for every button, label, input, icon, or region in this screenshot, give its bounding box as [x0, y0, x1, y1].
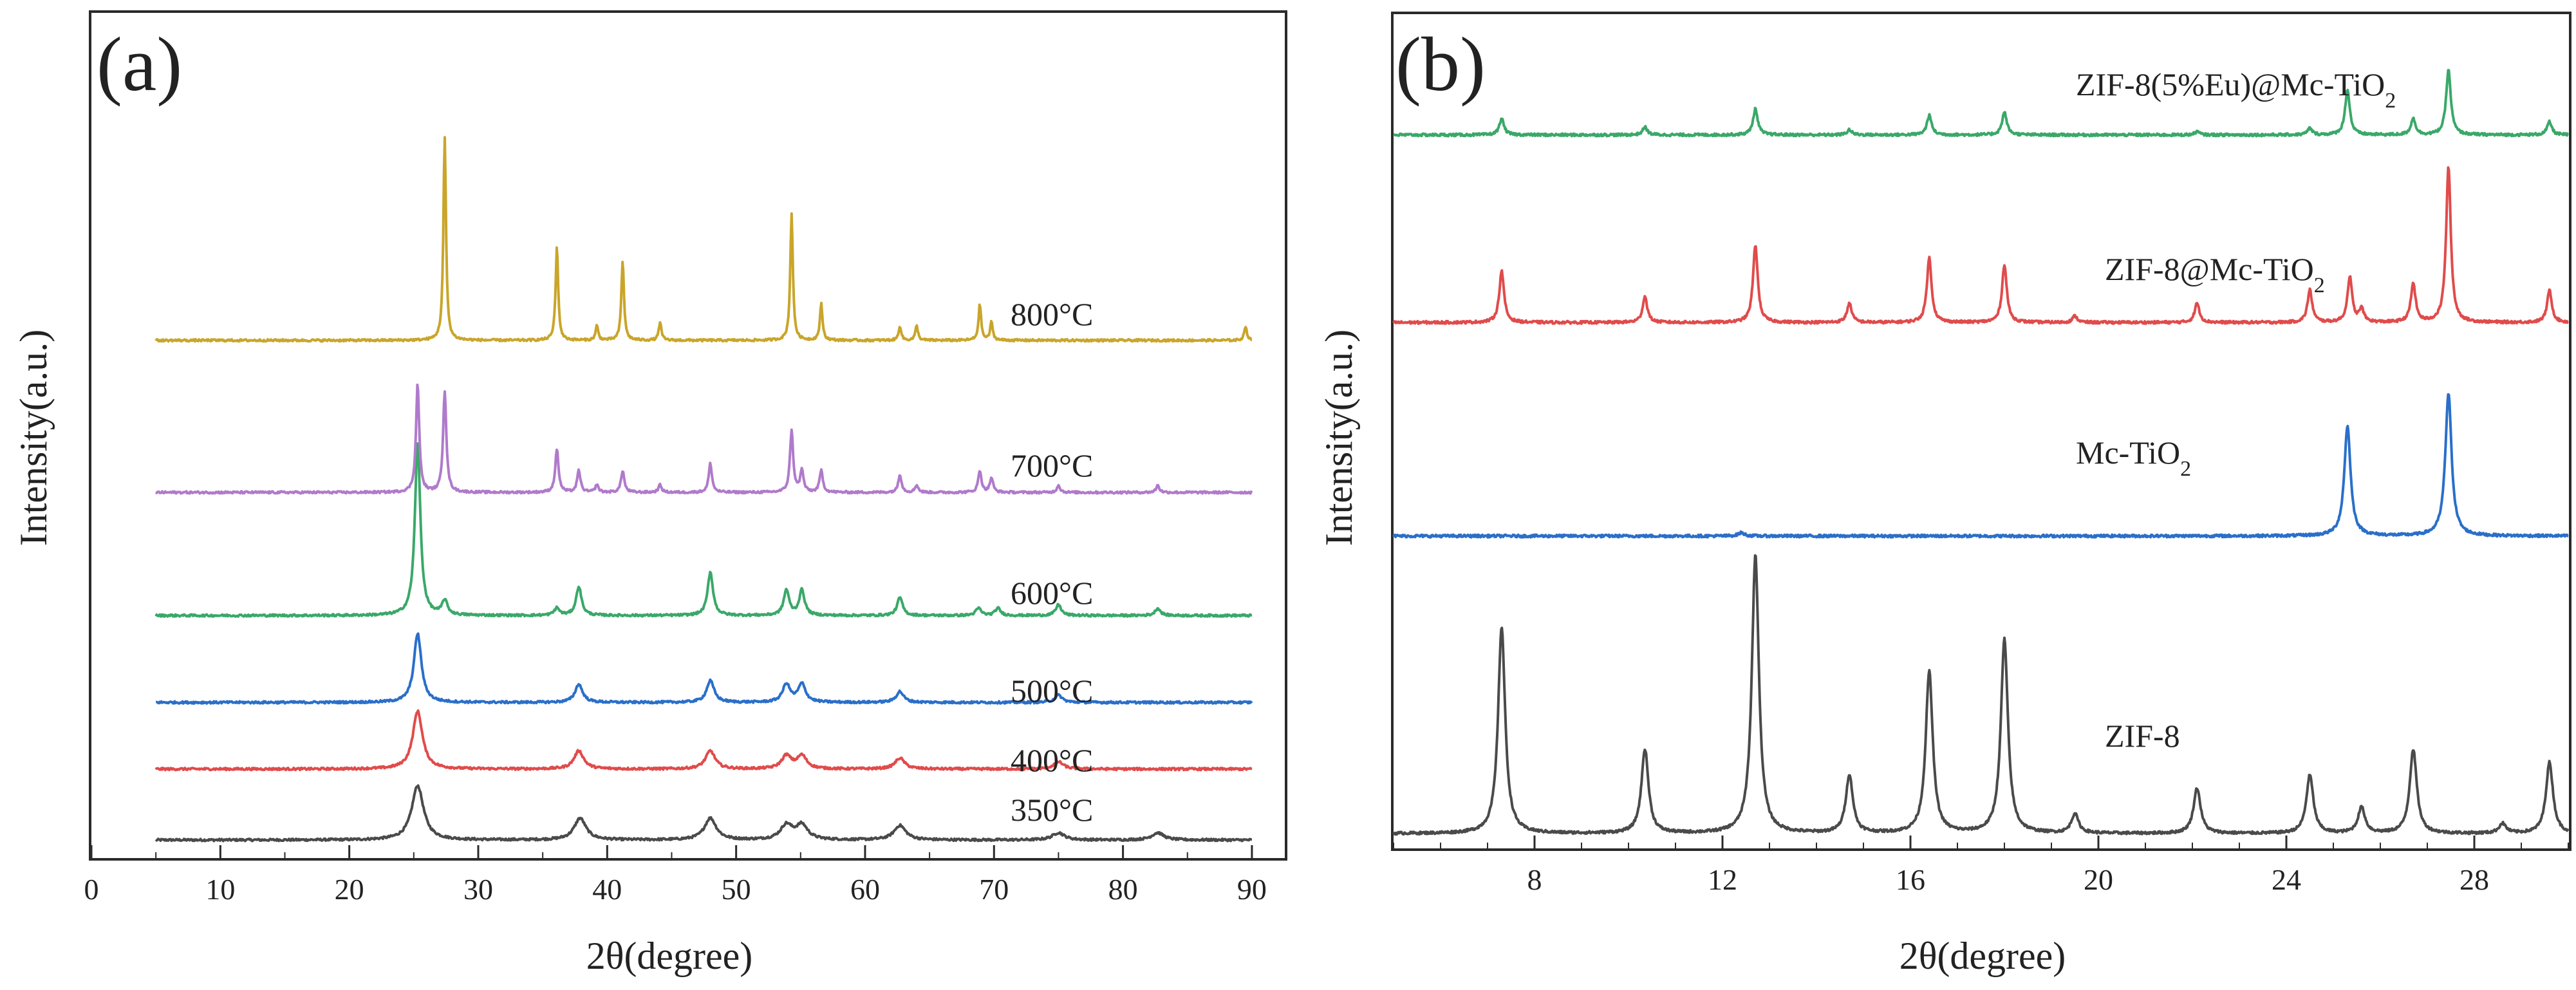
trace-400 — [154, 709, 1253, 772]
trace-label-zif8_eu: ZIF-8(5%Eu)@Mc-TiO2 — [2076, 66, 2396, 113]
x-tick-label: 70 — [979, 873, 1009, 906]
trace-label-mctio2: Mc-TiO2 — [2076, 434, 2191, 481]
x-tick-label: 90 — [1237, 873, 1267, 906]
trace-mctio2 — [1392, 393, 2569, 539]
x-tick-label: 10 — [205, 873, 235, 906]
panel-a-label: (a) — [97, 21, 182, 107]
trace-zif8_mc — [1392, 166, 2569, 325]
x-tick-label: 16 — [1896, 863, 1925, 896]
x-tick-label: 12 — [1708, 863, 1737, 896]
panel-b: (b) 2θ(degree) Intensity(a.u.) 8 12 16 20 24… — [1318, 12, 2571, 977]
x-tick-label: 8 — [1527, 863, 1542, 896]
x-tick-label: 40 — [592, 873, 622, 906]
panel-a-frame — [89, 10, 1287, 861]
trace-label-600: 600°C — [1011, 575, 1093, 611]
trace-700 — [154, 383, 1253, 495]
trace-350 — [154, 784, 1253, 843]
trace-500 — [155, 632, 1253, 705]
x-tick-label: 28 — [2459, 863, 2489, 896]
panel-a: (a) 2θ(degree) Intensity(a.u.) 0 10 20 30 40… — [12, 10, 1287, 977]
trace-label-800: 800°C — [1011, 296, 1093, 332]
trace-label-500: 500°C — [1011, 673, 1093, 709]
x-tick-label: 80 — [1108, 873, 1138, 906]
x-tick-label: 24 — [2272, 863, 2301, 896]
panel-b-trace-labels: ZIF-8 Mc-TiO2 ZIF-8@Mc-TiO2 ZIF-8(5%Eu)@Mc-… — [2076, 66, 2396, 754]
panel-b-traces — [1392, 69, 2570, 836]
x-tick-label: 50 — [722, 873, 751, 906]
trace-zif8_eu — [1393, 69, 2569, 138]
panel-b-xlabel: 2θ(degree) — [1899, 935, 2066, 977]
trace-600 — [154, 442, 1253, 618]
panel-b-label: (b) — [1395, 21, 1486, 107]
trace-label-350: 350°C — [1011, 792, 1093, 828]
trace-label-400: 400°C — [1011, 742, 1093, 778]
trace-label-zif8: ZIF-8 — [2105, 718, 2180, 754]
x-tick-label: 20 — [2084, 863, 2113, 896]
trace-label-zif8_mc: ZIF-8@Mc-TiO2 — [2105, 251, 2325, 297]
x-tick-label: 0 — [84, 873, 99, 906]
panel-b-xaxis: 8 12 16 20 24 28 — [1393, 836, 2569, 896]
x-tick-label: 30 — [463, 873, 493, 906]
panel-a-trace-labels: 350°C 400°C 500°C 600°C 700°C 800°C — [1011, 296, 1093, 828]
x-tick-label: 60 — [850, 873, 880, 906]
panel-a-traces — [154, 136, 1253, 843]
panel-a-xaxis: 0 10 20 30 40 50 60 70 80 90 — [84, 845, 1267, 906]
trace-800 — [154, 136, 1253, 343]
x-tick-label: 20 — [335, 873, 364, 906]
panel-a-ylabel: Intensity(a.u.) — [12, 330, 55, 546]
trace-label-700: 700°C — [1011, 447, 1093, 483]
panel-b-frame — [1391, 12, 2571, 851]
trace-zif8 — [1392, 554, 2570, 836]
panel-b-ylabel: Intensity(a.u.) — [1318, 330, 1360, 546]
panel-a-xlabel: 2θ(degree) — [586, 935, 753, 977]
